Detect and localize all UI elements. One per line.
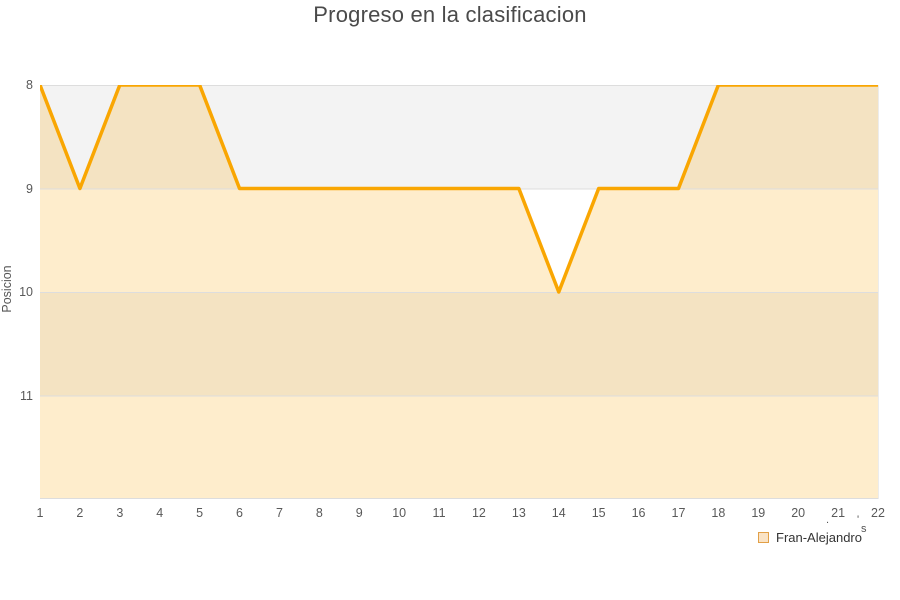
y-tick-label: 11 <box>20 388 33 403</box>
plot-band <box>40 85 878 189</box>
clipped-axis-text-fragment: s <box>861 523 867 535</box>
chart-title: Progreso en la clasificacion <box>313 2 587 27</box>
clipped-axis-text-fragment: . <box>826 514 830 526</box>
x-tick-label: 21 <box>831 506 846 520</box>
x-tick-label: 7 <box>275 506 283 520</box>
plot-band <box>40 188 878 292</box>
y-tick-label: 8 <box>26 78 33 92</box>
x-tick-label: 3 <box>116 506 124 520</box>
x-tick-label: 19 <box>751 506 766 520</box>
legend-label: Fran-Alejandro <box>776 529 862 545</box>
x-tick-label: 10 <box>392 506 407 520</box>
legend-marker-icon <box>758 531 769 543</box>
x-tick-label: 20 <box>791 506 806 520</box>
plot-area <box>40 85 879 499</box>
x-tick-label: 1 <box>36 506 44 520</box>
x-tick-label: 11 <box>432 506 446 520</box>
x-tick-label: 12 <box>471 506 486 520</box>
x-tick-label: 17 <box>671 506 686 520</box>
series-line <box>40 85 878 294</box>
x-tick-label: 9 <box>355 506 363 520</box>
x-tick-label: 8 <box>315 506 323 520</box>
clipped-axis-text-fragment: ' <box>857 514 860 526</box>
x-tick-label: 13 <box>511 506 526 520</box>
x-tick-label: 6 <box>236 506 243 520</box>
y-tick-label: 9 <box>26 181 33 196</box>
plot-band <box>40 395 878 499</box>
x-tick-label: 2 <box>76 506 84 520</box>
x-tick-label: 4 <box>156 506 164 520</box>
x-tick-label: 18 <box>711 506 726 520</box>
x-tick-label: 14 <box>551 506 566 520</box>
legend-item[interactable]: Fran-Alejandro <box>758 529 862 545</box>
x-tick-label: 22 <box>871 506 885 520</box>
y-tick-label: 10 <box>19 285 33 299</box>
x-tick-label: 16 <box>631 506 646 520</box>
x-tick-label: 15 <box>591 506 606 520</box>
x-tick-label: 5 <box>196 506 204 520</box>
plot-band <box>40 292 878 396</box>
